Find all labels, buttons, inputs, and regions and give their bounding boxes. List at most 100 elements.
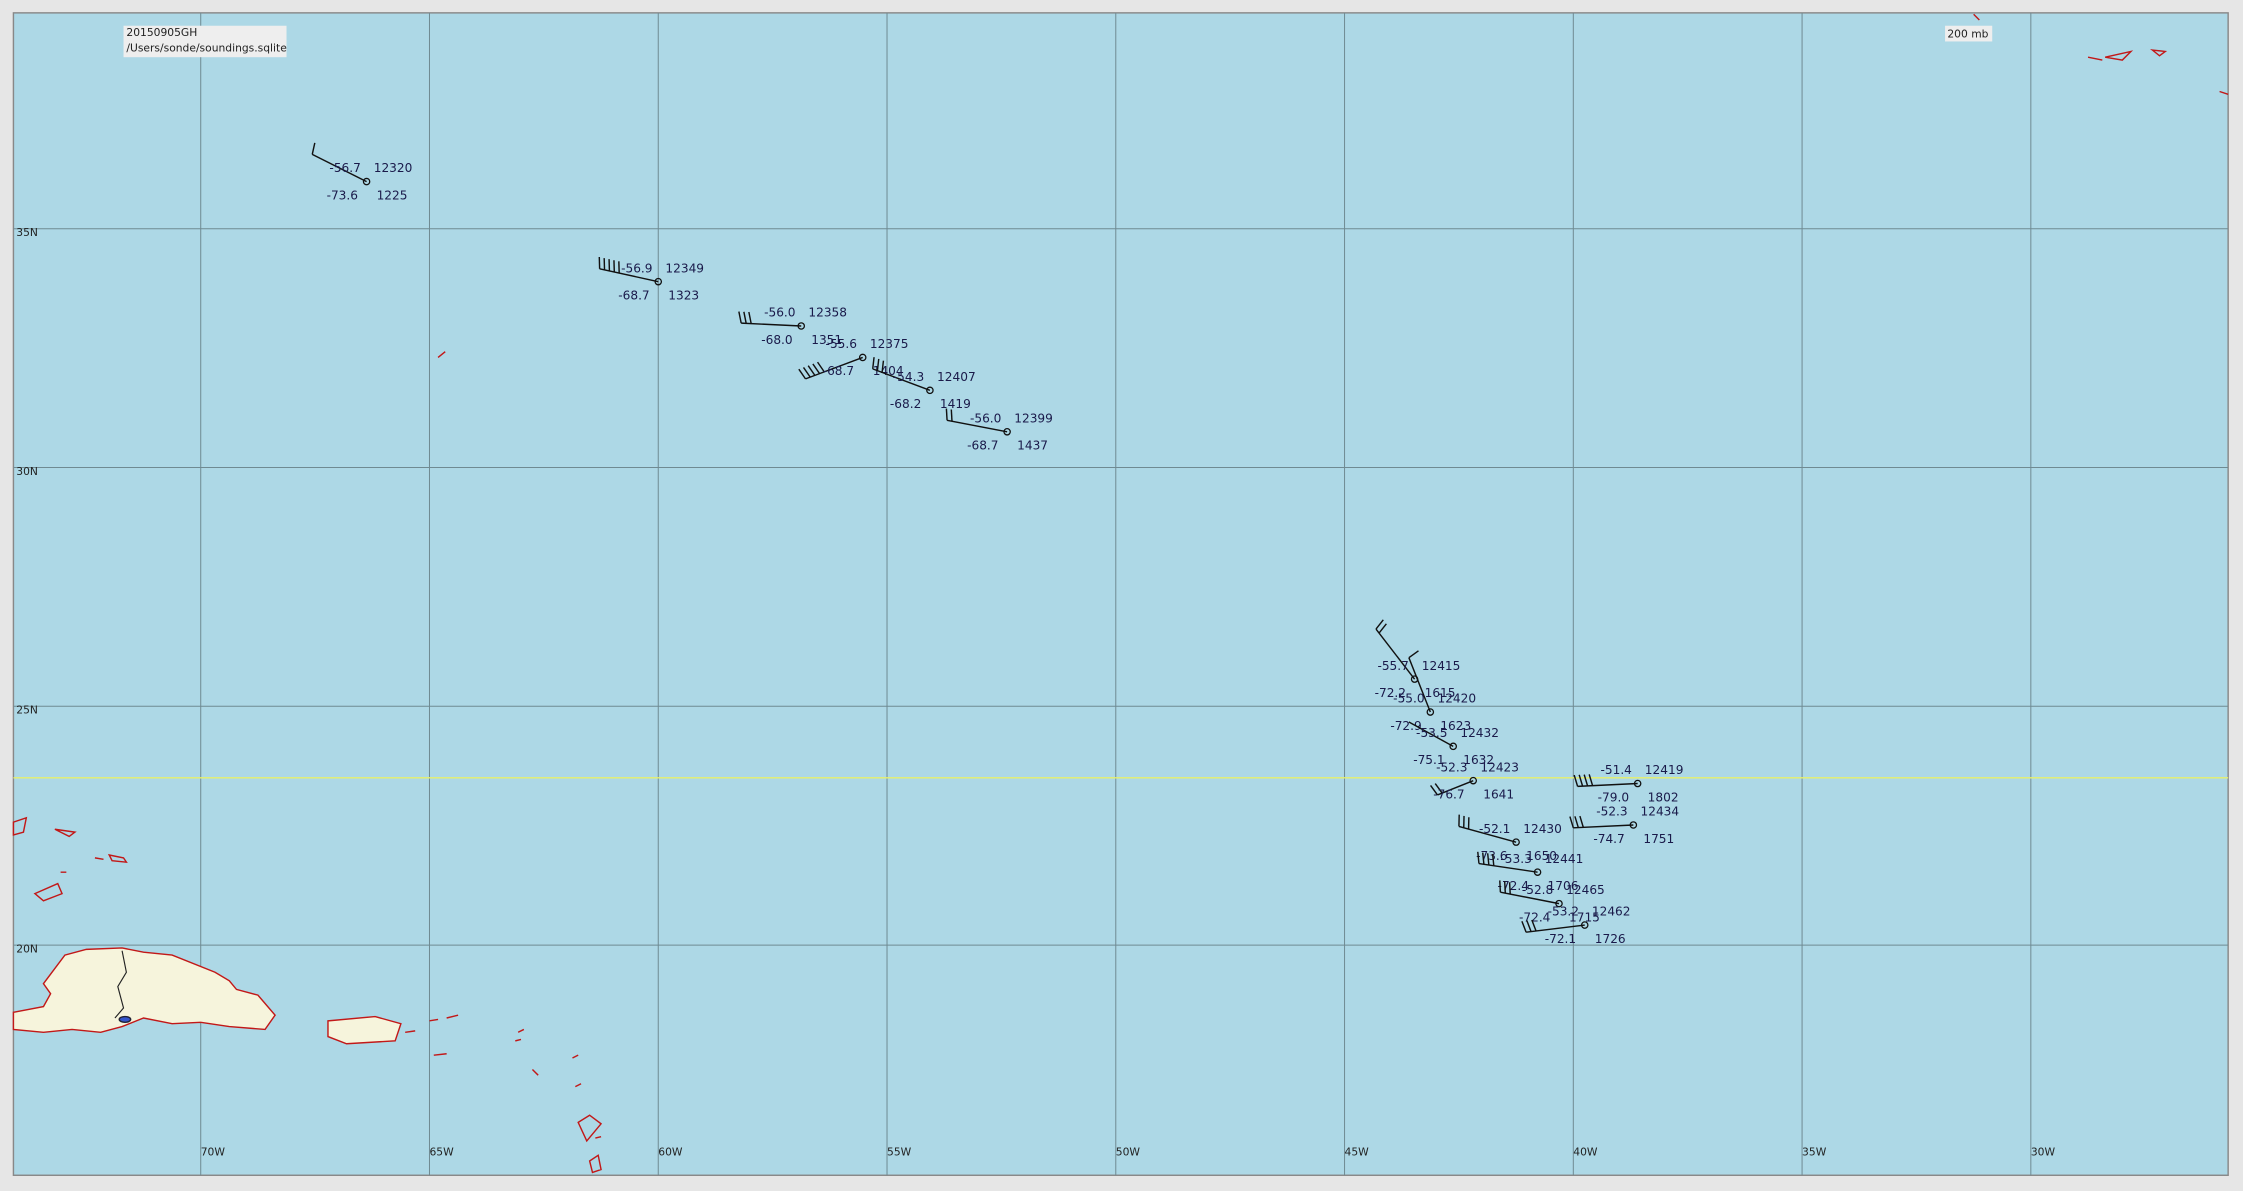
height: 12419 (1645, 763, 1684, 777)
wind-barb (807, 365, 816, 376)
wind-barb (876, 358, 880, 371)
level-box (1945, 25, 1993, 42)
station: -52.3 12434 -74.7 1751 (1569, 805, 1679, 846)
header-box (123, 25, 287, 58)
dewpoint: -73.6 (327, 188, 358, 202)
wind-barb (1499, 880, 1502, 893)
height: 12375 (870, 337, 909, 351)
wind-barb (1526, 920, 1532, 932)
wind-staff (805, 356, 863, 380)
dewpoint: -68.7 (967, 439, 998, 453)
station: -56.0 12399 -68.7 1437 (945, 408, 1053, 453)
wind-barb (1588, 774, 1594, 786)
temperature: -52.8 (1522, 883, 1553, 897)
wind-barb (1578, 774, 1584, 787)
dewpoint: -74.7 (1593, 832, 1624, 846)
height: 12399 (1014, 411, 1053, 425)
level-label: 200 mb (1947, 27, 1988, 40)
wind-staff (1437, 779, 1474, 796)
wind-staff (1408, 721, 1454, 747)
station-circle (797, 322, 806, 330)
wind-barb (945, 408, 948, 421)
temperature: -51.4 (1601, 763, 1633, 777)
lon-label: 45W (1345, 1145, 1370, 1158)
wind-barb (1574, 816, 1579, 828)
temperature: -52.3 (1596, 805, 1627, 819)
time: 1437 (1017, 439, 1048, 453)
dewpoint: -75.1 (1413, 753, 1444, 767)
time: 1632 (1463, 753, 1494, 767)
height: 12465 (1566, 883, 1605, 897)
lat-label: 20N (16, 942, 38, 955)
wind-staff (1375, 628, 1416, 680)
wind-barb (738, 311, 742, 324)
temperature: -56.0 (764, 306, 795, 320)
wind-barb (798, 368, 807, 380)
dewpoint: -79.0 (1598, 790, 1629, 804)
dewpoint: -72.1 (1545, 932, 1576, 946)
wind-barb (1482, 852, 1485, 865)
time: 1650 (1526, 849, 1557, 863)
time: 1419 (940, 397, 971, 411)
wind-staff (311, 153, 367, 183)
header: 20150905GH /Users/sonde/soundings.sqlite… (123, 25, 1993, 58)
station: -55.0 12420 -72.9 1623 (1390, 650, 1476, 733)
station: -54.3 12407 -68.2 1419 (872, 357, 976, 411)
dewpoint: -68.0 (761, 333, 792, 347)
wind-staff (872, 368, 931, 391)
station-circle (1629, 821, 1638, 829)
wind-barb (1491, 853, 1495, 866)
time: 1715 (1569, 910, 1600, 924)
station: -53.3 12441-72.4 1706 (1477, 851, 1584, 893)
wind-barb (1508, 882, 1511, 895)
station-plots: -56.7 12320-73.6 1225-56.9 12349-68.7 1323-5… (311, 142, 1684, 946)
station: -56.7 12320 -73.6 1225 (311, 142, 412, 202)
station-circle (362, 177, 371, 186)
station-circle (1555, 899, 1563, 908)
wind-barb (816, 361, 825, 373)
station-circle (858, 353, 867, 362)
wind-barb (872, 357, 875, 369)
dewpoint: -68.2 (890, 397, 921, 411)
time: 1323 (668, 288, 699, 302)
temperature: -53.2 (1548, 905, 1579, 919)
ocean (12, 12, 2229, 1176)
station: -52.3 12423 -76.7 1641 (1429, 760, 1519, 801)
temperature: -52.3 (1436, 760, 1467, 774)
dewpoint: -76.7 (1433, 787, 1464, 801)
wind-barb (1503, 881, 1507, 894)
station-circle (926, 386, 934, 395)
temperature: -55.0 (1393, 692, 1424, 706)
height: 12462 (1592, 905, 1631, 919)
lon-label: 55W (887, 1145, 912, 1158)
temperature: -53.5 (1416, 726, 1447, 740)
temperature: -54.3 (893, 370, 924, 384)
height: 12441 (1545, 852, 1584, 866)
header-date: 20150905GH (126, 26, 197, 39)
height: 12407 (937, 370, 976, 384)
wind-staff (1573, 824, 1634, 829)
temperature: -56.7 (329, 161, 360, 175)
lon-label: 35W (1802, 1145, 1827, 1158)
time: 1615 (1425, 686, 1456, 700)
station: -52.8 12465 -72.4 1715 (1499, 880, 1605, 924)
wind-barb (311, 142, 316, 155)
wind-barb (881, 360, 885, 373)
lat-label: 25N (16, 704, 38, 717)
station-circle (1512, 838, 1520, 846)
height: 12423 (1480, 760, 1519, 774)
wind-barb (748, 311, 752, 324)
wind-barb (1521, 920, 1527, 933)
lon-label: 65W (429, 1145, 454, 1158)
station-circle (1003, 428, 1011, 436)
temperature: -55.6 (826, 337, 857, 351)
height: 12432 (1460, 726, 1499, 740)
dewpoint: -72.9 (1390, 719, 1421, 733)
temperature: -56.0 (970, 411, 1001, 425)
lat-label: 35N (16, 226, 38, 239)
station-circle (654, 277, 663, 286)
station: -55.7 12415 -72.2 1615 (1375, 619, 1460, 700)
wind-staff (741, 322, 802, 327)
station: -56.0 12358 -68.0 1351 (738, 306, 847, 347)
